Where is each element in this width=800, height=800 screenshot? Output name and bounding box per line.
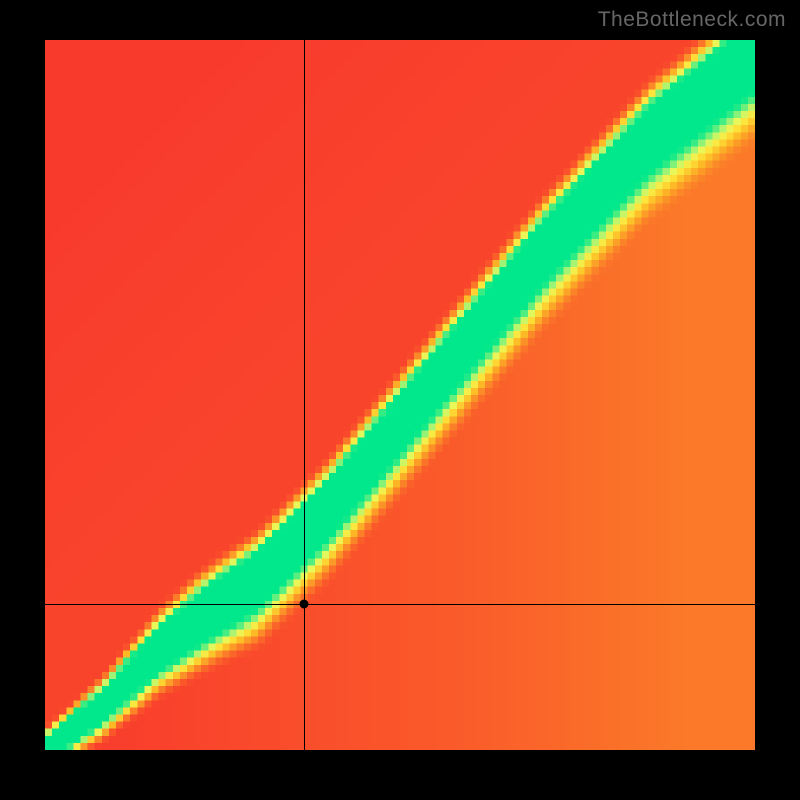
heatmap-plot: [45, 40, 755, 750]
crosshair-horizontal: [45, 604, 755, 605]
heatmap-canvas: [45, 40, 755, 750]
crosshair-marker: [300, 600, 309, 609]
crosshair-vertical: [304, 40, 305, 750]
watermark-text: TheBottleneck.com: [598, 8, 786, 32]
